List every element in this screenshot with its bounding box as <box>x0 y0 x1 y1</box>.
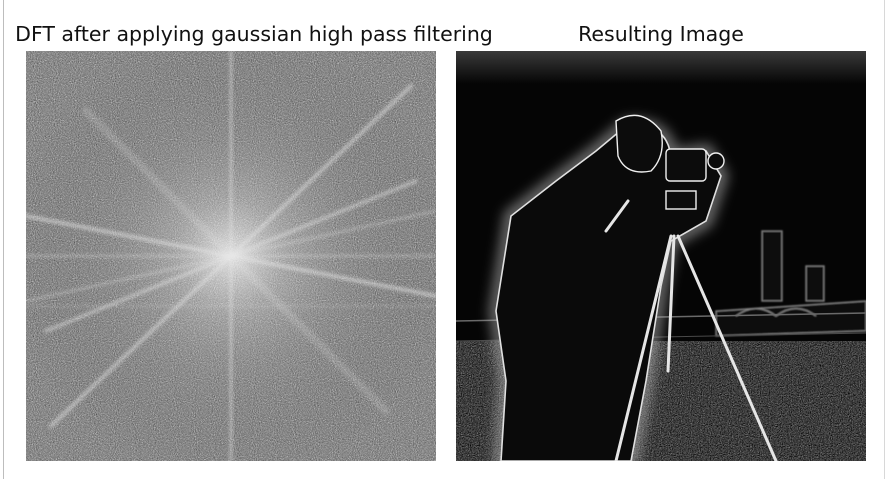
resulting-image <box>456 51 866 461</box>
frame-right-border <box>884 0 885 479</box>
panel-title-dft: DFT after applying gaussian high pass fi… <box>15 22 493 46</box>
dft-spectrum-image <box>26 51 436 461</box>
frame-left-border <box>3 0 4 479</box>
dft-spectrum-graphic <box>26 51 436 461</box>
resulting-image-graphic <box>456 51 866 461</box>
panel-title-result: Resulting Image <box>578 22 744 46</box>
